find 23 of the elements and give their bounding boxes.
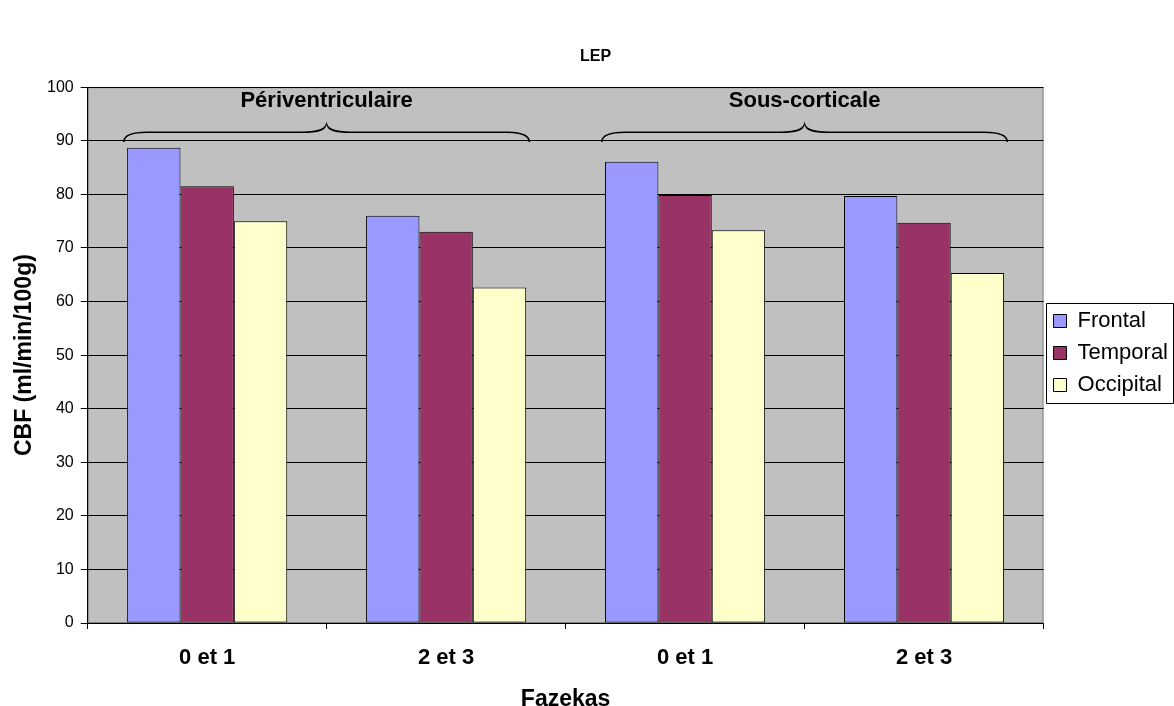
y-tick-label: 100 bbox=[46, 77, 74, 95]
y-tick-label: 70 bbox=[55, 238, 74, 256]
annotation: Sous-corticale bbox=[728, 87, 881, 113]
legend-label: Frontal bbox=[1077, 307, 1146, 333]
y-tick-label: 40 bbox=[55, 399, 74, 417]
x-axis-title: Fazekas bbox=[520, 684, 611, 706]
x-tick-label: 0 et 1 bbox=[179, 644, 236, 670]
y-tick-label: 0 bbox=[64, 613, 74, 631]
y-tick-label: 20 bbox=[55, 506, 74, 524]
y-tick-label: 80 bbox=[55, 184, 74, 202]
y-axis-title: CBF (ml/min/100g) bbox=[9, 254, 36, 457]
y-tick-label: 50 bbox=[55, 345, 74, 363]
annotation: Périventriculaire bbox=[240, 87, 413, 113]
y-tick-label: 60 bbox=[55, 291, 74, 309]
legend-label: Temporal bbox=[1077, 339, 1168, 365]
x-tick-label: 0 et 1 bbox=[656, 644, 714, 670]
y-tick-label: 30 bbox=[55, 452, 74, 470]
x-tick-label: 2 et 3 bbox=[418, 644, 475, 670]
chart-title: LEP bbox=[579, 47, 612, 65]
y-tick-label: 90 bbox=[55, 131, 74, 149]
y-tick-label: 10 bbox=[55, 559, 74, 577]
x-tick-label: 2 et 3 bbox=[895, 644, 953, 670]
legend-label: Occipital bbox=[1077, 371, 1162, 397]
